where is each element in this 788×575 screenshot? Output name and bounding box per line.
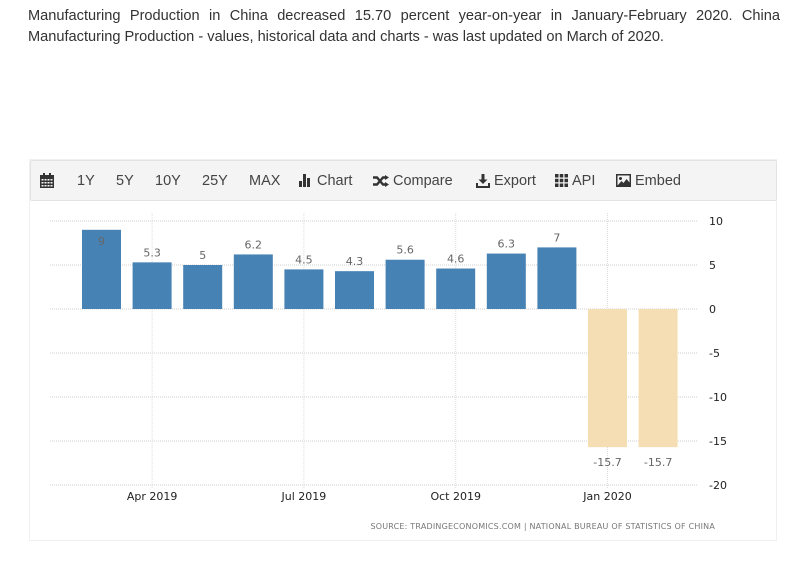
api-button[interactable]: API xyxy=(555,161,595,200)
data-label: 5.3 xyxy=(143,246,161,259)
x-axis-ticks: Apr 2019 Jul 2019 Oct 2019 Jan 2020 xyxy=(127,490,632,503)
bar-chart-icon xyxy=(299,174,310,187)
embed-label: Embed xyxy=(635,172,681,189)
bar xyxy=(588,309,627,448)
bar xyxy=(537,247,577,309)
range-25y-button[interactable]: 25Y xyxy=(202,161,228,200)
range-1y-label: 1Y xyxy=(77,172,95,189)
data-label: 6.3 xyxy=(498,238,516,251)
chart-button[interactable]: Chart xyxy=(299,161,352,200)
range-max-button[interactable]: MAX xyxy=(249,161,280,200)
data-label: 5.6 xyxy=(396,244,414,257)
bar xyxy=(385,259,425,309)
calendar-button[interactable] xyxy=(40,161,58,200)
bar xyxy=(284,269,324,309)
bar xyxy=(486,253,526,309)
data-label: 4.3 xyxy=(346,255,364,268)
chart-toolbar: 1Y 5Y 10Y 25Y MAX Chart Compare Export xyxy=(30,160,777,201)
y-tick-label: -10 xyxy=(709,391,727,404)
bar xyxy=(335,271,374,309)
data-label: 7 xyxy=(553,231,560,244)
range-1y-button[interactable]: 1Y xyxy=(77,161,95,200)
data-label: -15.7 xyxy=(593,456,621,469)
bar xyxy=(233,254,273,309)
data-label: 9 xyxy=(98,235,105,248)
data-label: 6.2 xyxy=(245,238,263,251)
x-tick-label: Jan 2020 xyxy=(582,490,631,503)
data-label: 4.6 xyxy=(447,253,465,266)
x-tick-label: Jul 2019 xyxy=(281,490,327,503)
export-label: Export xyxy=(494,172,536,189)
range-25y-label: 25Y xyxy=(202,172,228,189)
y-tick-label: 10 xyxy=(709,215,723,228)
bar xyxy=(132,262,172,309)
range-10y-label: 10Y xyxy=(155,172,181,189)
image-icon xyxy=(616,174,631,187)
data-label: 4.5 xyxy=(295,253,313,266)
range-5y-button[interactable]: 5Y xyxy=(116,161,134,200)
y-tick-label: 0 xyxy=(709,303,716,316)
data-label: 5 xyxy=(199,249,206,262)
y-tick-label: -20 xyxy=(709,479,727,492)
bar xyxy=(436,268,476,309)
api-label: API xyxy=(572,172,596,189)
bar xyxy=(638,309,678,448)
compare-label: Compare xyxy=(393,172,453,189)
y-tick-label: 5 xyxy=(709,259,716,272)
calendar-icon xyxy=(40,173,54,188)
data-labels: 9 5.3 5 6.2 4.5 4.3 5.6 4.6 6.3 7 -15.7 -15.7 xyxy=(98,231,672,469)
data-label: -15.7 xyxy=(644,456,672,469)
grid-icon xyxy=(555,174,568,187)
export-button[interactable]: Export xyxy=(476,161,536,200)
y-tick-label: -5 xyxy=(709,347,720,360)
range-10y-button[interactable]: 10Y xyxy=(155,161,181,200)
bars xyxy=(82,229,678,448)
y-tick-label: -15 xyxy=(709,435,727,448)
y-axis-ticks: 10 5 0 -5 -10 -15 -20 xyxy=(709,215,727,492)
range-5y-label: 5Y xyxy=(116,172,134,189)
intro-text: Manufacturing Production in China decrea… xyxy=(28,8,780,45)
compare-button[interactable]: Compare xyxy=(373,161,453,200)
bar xyxy=(82,229,121,309)
shuffle-icon xyxy=(373,174,389,187)
embed-button[interactable]: Embed xyxy=(616,161,681,200)
chart-label: Chart xyxy=(317,172,353,189)
x-tick-label: Oct 2019 xyxy=(430,490,481,503)
source-note: SOURCE: TRADINGECONOMICS.COM | NATIONAL … xyxy=(370,522,715,531)
range-max-label: MAX xyxy=(249,172,281,189)
x-tick-label: Apr 2019 xyxy=(127,490,178,503)
bar xyxy=(183,265,223,309)
download-icon xyxy=(476,173,490,188)
